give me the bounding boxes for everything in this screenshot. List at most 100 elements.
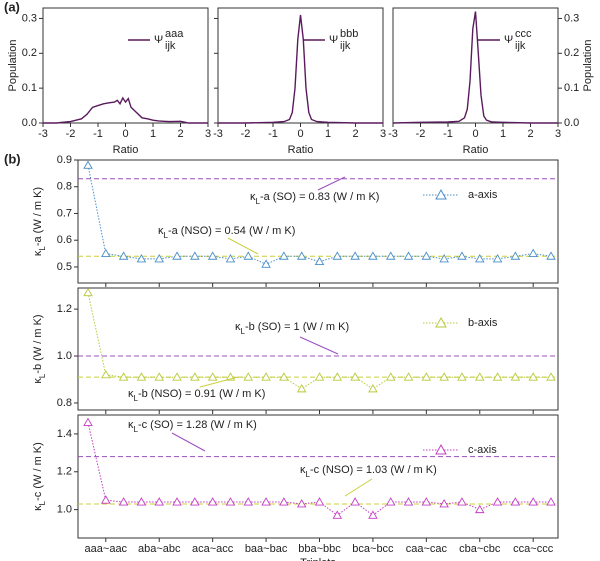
annotation-symbol: κ — [250, 191, 256, 203]
y-tick-label: 1.0 — [57, 350, 72, 362]
x-tick-label: cca~ccc — [513, 543, 554, 555]
x-tick-label: -1 — [268, 128, 278, 140]
marker — [474, 372, 485, 381]
leader-line — [299, 336, 339, 355]
marker — [207, 372, 218, 381]
series-line — [218, 14, 383, 124]
x-tick-label: -3 — [388, 128, 398, 140]
marker — [225, 497, 236, 506]
series-line — [392, 11, 558, 124]
panel-label: (a) — [4, 0, 20, 14]
x-tick-label: baa~bac — [245, 543, 288, 555]
marker — [261, 497, 271, 506]
marker — [510, 251, 521, 260]
y-tick-label: 0.9 — [57, 154, 72, 166]
annotation-text: -c (NSO) = 1.03 (W / m K) — [310, 464, 437, 476]
marker — [136, 254, 147, 263]
marker — [83, 417, 93, 427]
marker — [101, 248, 111, 258]
annotation-symbol: κ — [128, 388, 134, 400]
y-axis-label: κL-c (W / m K) — [32, 442, 47, 511]
y-axis-label-symbol: κ — [32, 250, 44, 256]
marker — [403, 251, 414, 260]
marker — [546, 497, 556, 506]
y-tick-label: 0.1 — [22, 82, 37, 94]
y-tick-label: 0.8 — [57, 397, 72, 409]
legend-marker — [435, 443, 447, 455]
x-tick-label: 3 — [380, 128, 386, 140]
marker — [190, 497, 200, 506]
legend-symbol: Ψ — [504, 34, 513, 46]
marker — [474, 254, 485, 263]
marker — [101, 369, 111, 379]
annotation-sub: L — [256, 197, 261, 206]
y-tick-label: 0.1 — [564, 82, 579, 94]
x-tick-label: 0 — [472, 128, 478, 140]
y-axis-label-sub: L — [38, 373, 47, 378]
y-tick-label: 1.2 — [57, 303, 72, 315]
marker — [279, 372, 289, 381]
y-axis-label: κL-b (W / m K) — [32, 314, 47, 383]
x-tick-label: aca~acc — [192, 543, 234, 555]
marker — [474, 504, 485, 514]
annotation-sub: L — [134, 425, 139, 434]
marker — [296, 499, 307, 508]
marker — [457, 251, 467, 260]
marker — [101, 495, 111, 504]
marker — [172, 497, 182, 506]
y-tick-label: 1.2 — [57, 466, 72, 478]
x-tick-label: -3 — [213, 128, 223, 140]
marker — [528, 372, 538, 381]
marker — [385, 372, 396, 381]
x-tick-label: 0 — [122, 128, 128, 140]
legend-sup: aaa — [165, 28, 184, 40]
marker — [350, 251, 360, 260]
legend-sub: ijk — [165, 40, 176, 52]
marker — [492, 372, 503, 381]
marker — [492, 497, 503, 506]
x-axis-label: Ratio — [288, 144, 314, 156]
legend-sup: ccc — [515, 28, 532, 40]
marker — [332, 510, 343, 519]
x-tick-label: 1 — [150, 128, 156, 140]
x-axis-label: Ratio — [113, 144, 139, 156]
marker — [261, 372, 271, 381]
marker — [118, 497, 129, 506]
marker — [154, 497, 165, 506]
leader-line — [227, 237, 259, 255]
y-axis-label-text: -c (W / m K) — [32, 442, 44, 501]
annotation-text: -b (NSO) = 0.91 (W / m K) — [138, 388, 265, 400]
legend-label: b-axis — [468, 317, 498, 329]
plot-frame — [217, 7, 384, 124]
x-axis-label: Ratio — [463, 144, 489, 156]
marker — [154, 254, 165, 263]
marker — [332, 251, 343, 260]
marker — [172, 251, 182, 260]
marker — [207, 251, 218, 260]
annotation: κL-c (SO) = 1.28 (W / m K) — [128, 419, 257, 434]
y-axis-label-symbol: κ — [32, 378, 44, 384]
y-tick-label: 0.0 — [564, 117, 579, 129]
legend-sub: ijk — [515, 40, 526, 52]
legend-label: a-axis — [468, 189, 498, 201]
annotation: κL-b (NSO) = 0.91 (W / m K) — [128, 388, 265, 403]
marker — [528, 497, 538, 506]
marker — [243, 372, 254, 381]
annotation: κL-b (SO) = 1 (W / m K) — [235, 321, 349, 336]
marker — [296, 251, 307, 260]
legend-label: c-axis — [468, 444, 497, 456]
x-tick-label: -2 — [241, 128, 251, 140]
legend-symbol: Ψ — [154, 34, 163, 46]
marker — [172, 372, 182, 381]
marker — [190, 251, 200, 260]
y-axis-label-text: -a (W / m K) — [32, 187, 44, 246]
annotation-sub: L — [164, 231, 169, 240]
y-axis-label: Population — [7, 40, 19, 92]
annotation-text: -a (NSO) = 0.54 (W / m K) — [168, 225, 295, 237]
marker — [368, 251, 378, 260]
plot-frame — [77, 414, 559, 539]
annotation: κL-a (NSO) = 0.54 (W / m K) — [158, 225, 295, 240]
leader-line — [199, 376, 239, 388]
plot-frame — [42, 7, 209, 124]
plot-frame — [392, 7, 559, 124]
